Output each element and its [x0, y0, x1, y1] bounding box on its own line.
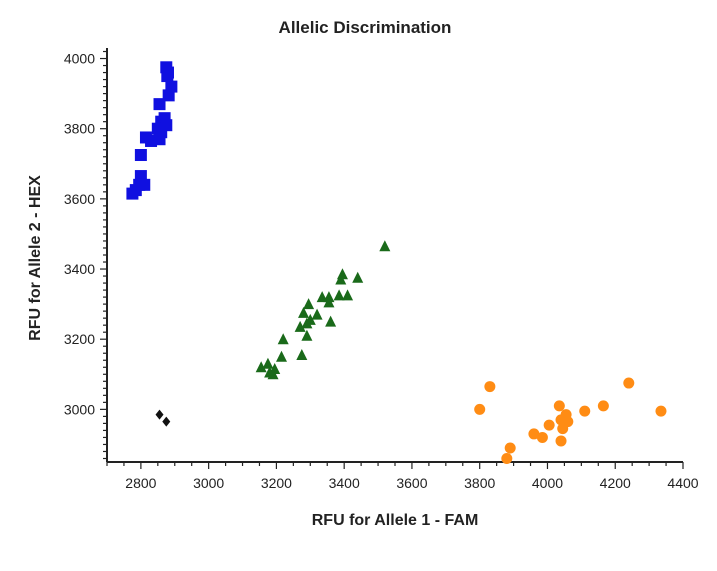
- triangle-point: [335, 273, 347, 285]
- y-tick-label: 3800: [64, 121, 95, 137]
- circle-point: [543, 419, 555, 431]
- x-tick-label: 3600: [396, 475, 427, 491]
- triangle-point: [303, 298, 315, 310]
- circle-point: [597, 400, 609, 412]
- x-axis-label: RFU for Allele 1 - FAM: [312, 512, 479, 529]
- y-tick-label: 4000: [64, 51, 95, 67]
- square-point: [160, 119, 173, 132]
- y-tick-label: 3200: [64, 331, 95, 347]
- square-point: [162, 89, 175, 102]
- triangle-point: [301, 329, 313, 341]
- circle-point: [553, 400, 565, 412]
- triangle-point: [275, 350, 287, 362]
- triangle-point: [352, 271, 364, 283]
- x-tick-label: 3400: [329, 475, 360, 491]
- circle-point: [655, 405, 667, 417]
- x-tick-label: 2800: [125, 475, 156, 491]
- x-tick-label: 3200: [261, 475, 292, 491]
- triangle-point: [277, 333, 289, 345]
- circle-point: [579, 405, 591, 417]
- circle-point: [555, 435, 567, 447]
- chart-title: Allelic Discrimination: [279, 18, 452, 37]
- square-point: [126, 187, 139, 200]
- triangle-point: [333, 289, 345, 301]
- y-tick-label: 3600: [64, 191, 95, 207]
- x-tick-label: 4000: [532, 475, 563, 491]
- triangle-point: [342, 289, 354, 301]
- square-point: [134, 149, 147, 162]
- y-tick-label: 3000: [64, 401, 95, 417]
- triangle-point: [379, 240, 391, 252]
- square-point: [161, 70, 174, 83]
- circle-point: [528, 428, 540, 440]
- x-tick-label: 4200: [600, 475, 631, 491]
- circle-point: [501, 452, 513, 464]
- triangle-point: [262, 357, 274, 369]
- triangle-point: [316, 291, 328, 303]
- x-tick-label: 4400: [667, 475, 698, 491]
- circle-point: [484, 381, 496, 393]
- circle-point: [504, 442, 516, 454]
- diamond-point: [162, 416, 171, 427]
- circle-point: [474, 403, 486, 415]
- axes: 2800 3000 3200 3400 3600 3800 4000 4200 4400 3000…: [64, 48, 699, 491]
- triangle-point: [294, 320, 306, 332]
- circle-point: [557, 423, 569, 435]
- triangle-point: [301, 317, 313, 329]
- circle-point: [536, 431, 548, 443]
- y-axis-label: RFU for Allele 2 - HEX: [27, 175, 44, 341]
- triangle-point: [296, 348, 308, 360]
- x-tick-label: 3800: [464, 475, 495, 491]
- triangle-point: [298, 306, 310, 318]
- circle-point: [623, 377, 635, 389]
- triangle-point: [255, 361, 267, 373]
- y-tick-label: 3400: [64, 261, 95, 277]
- triangle-point: [311, 308, 323, 320]
- triangle-point: [323, 296, 335, 308]
- square-point: [153, 98, 166, 111]
- diamond-point: [155, 409, 164, 420]
- x-tick-label: 3000: [193, 475, 224, 491]
- triangle-point: [267, 368, 279, 380]
- data-marks: [126, 61, 667, 464]
- square-point: [153, 133, 166, 146]
- triangle-point: [325, 315, 337, 327]
